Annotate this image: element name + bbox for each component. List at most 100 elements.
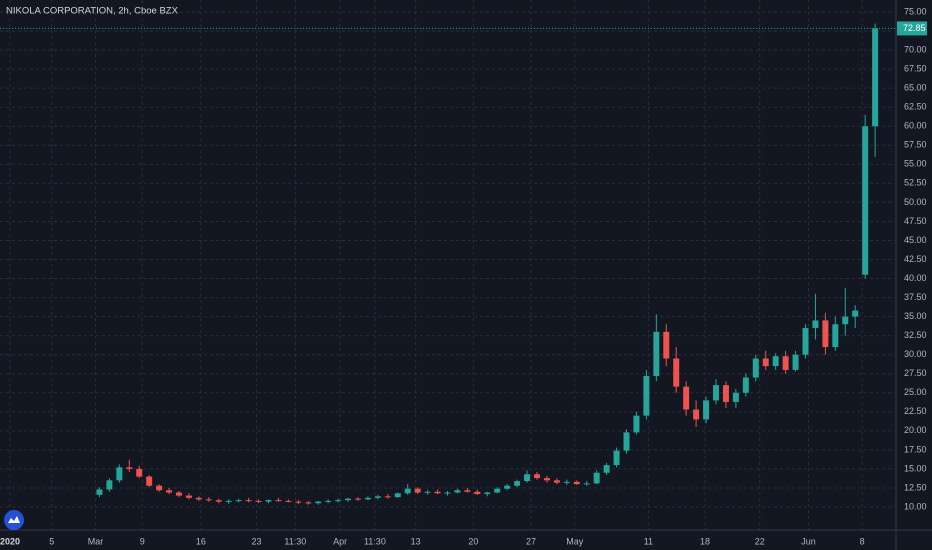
y-tick-label: 70.00 [904,44,927,54]
grid [0,0,895,530]
candle-body [504,485,511,489]
candle-body [166,490,173,493]
candle-body [742,377,749,393]
candle-body [245,500,252,502]
candle-body [235,500,242,502]
x-tick-label: 13 [411,536,421,546]
y-tick-label: 30.00 [904,349,927,359]
x-tick-label: Apr [333,536,347,546]
candle-body [285,500,292,502]
candle-body [404,488,411,494]
last-price-label: 72.85 [903,23,926,33]
candle-body [563,481,570,483]
y-tick-label: 52.50 [904,178,927,188]
candle-body [732,392,739,402]
axes: 10.00 12.50 15.00 17.50 20.00 22.50 25.00 27.50… [0,6,927,546]
logo-icon [8,516,20,523]
candle-body [643,376,650,416]
y-tick-label: 60.00 [904,121,927,131]
candle-body [146,476,153,486]
candle-body [454,490,461,493]
candle-body [185,495,192,498]
candle-body [782,356,789,370]
candle-body [802,328,809,355]
candle-body [394,493,401,498]
x-tick-label: 18 [700,536,710,546]
candle-body [295,501,302,503]
y-tick-label: 32.50 [904,330,927,340]
candle-body [862,126,869,275]
y-tick-label: 75.00 [904,6,927,16]
x-tick-label: 11 [644,536,653,546]
candle-body [215,500,222,502]
candle-body [374,496,381,498]
candle-body [126,467,133,469]
candle-body [195,497,202,500]
candle-body [613,450,620,466]
logo-circle [4,510,24,530]
x-tick-label: 22 [755,536,765,546]
candle-body [136,468,143,477]
y-tick-label: 10.00 [904,501,927,511]
candle-body [772,356,779,367]
candle-body [96,489,103,495]
candle-body [832,324,839,348]
candle-body [384,496,391,498]
candle-body [355,498,361,500]
x-tick-label: 11:30 [364,536,386,546]
x-tick-label: 16 [196,536,206,546]
candle-body [713,385,719,401]
x-tick-label: 11:30 [284,536,306,546]
y-tick-label: 57.50 [904,140,927,150]
candle-body [444,492,451,494]
x-tick-label: 5 [49,536,54,546]
candle-body [842,316,849,325]
x-tick-label: 8 [860,536,865,546]
y-tick-label: 22.50 [904,406,927,416]
candle-body [872,28,879,127]
candle-body [434,491,441,494]
candle-body [653,331,660,377]
y-tick-label: 55.00 [904,159,927,169]
candle-body [683,386,690,410]
y-tick-label: 40.00 [904,273,927,283]
candle-body [474,491,481,495]
candle-body [335,500,342,502]
candle-body [414,488,421,493]
x-tick-label: 9 [140,536,145,546]
candle-body [673,358,680,387]
y-tick-label: 47.50 [904,216,927,226]
candle-body [225,500,232,502]
y-tick-label: 27.50 [904,368,927,378]
x-tick-label: 27 [526,536,536,546]
y-tick-label: 20.00 [904,425,927,435]
candle-body [623,432,630,451]
chart-title: NIKOLA CORPORATION, 2h, Cboe BZX [6,6,179,17]
candle-body [484,492,491,495]
candle-body [693,409,700,420]
candle-body [494,488,501,493]
last-price-box [897,21,927,36]
candle-body [265,500,272,502]
x-tick-label: Jun [801,536,816,546]
candle-body [156,485,163,491]
candle-body [852,310,859,317]
candle-body [424,491,431,493]
candle-body [663,331,670,359]
x-tick-label: 20 [468,536,478,546]
candle-body [583,483,590,485]
y-tick-label: 65.00 [904,83,927,93]
candle-body [106,480,113,490]
candle-body [514,481,521,486]
y-tick-label: 42.50 [904,254,927,264]
candle-body [543,478,550,481]
y-tick-label: 50.00 [904,197,927,207]
candle-body [255,500,262,502]
candle-body [205,499,212,501]
candle-body [116,467,123,481]
candle-body [603,465,610,473]
y-tick-label: 12.50 [904,482,927,492]
candle-body [534,474,540,479]
